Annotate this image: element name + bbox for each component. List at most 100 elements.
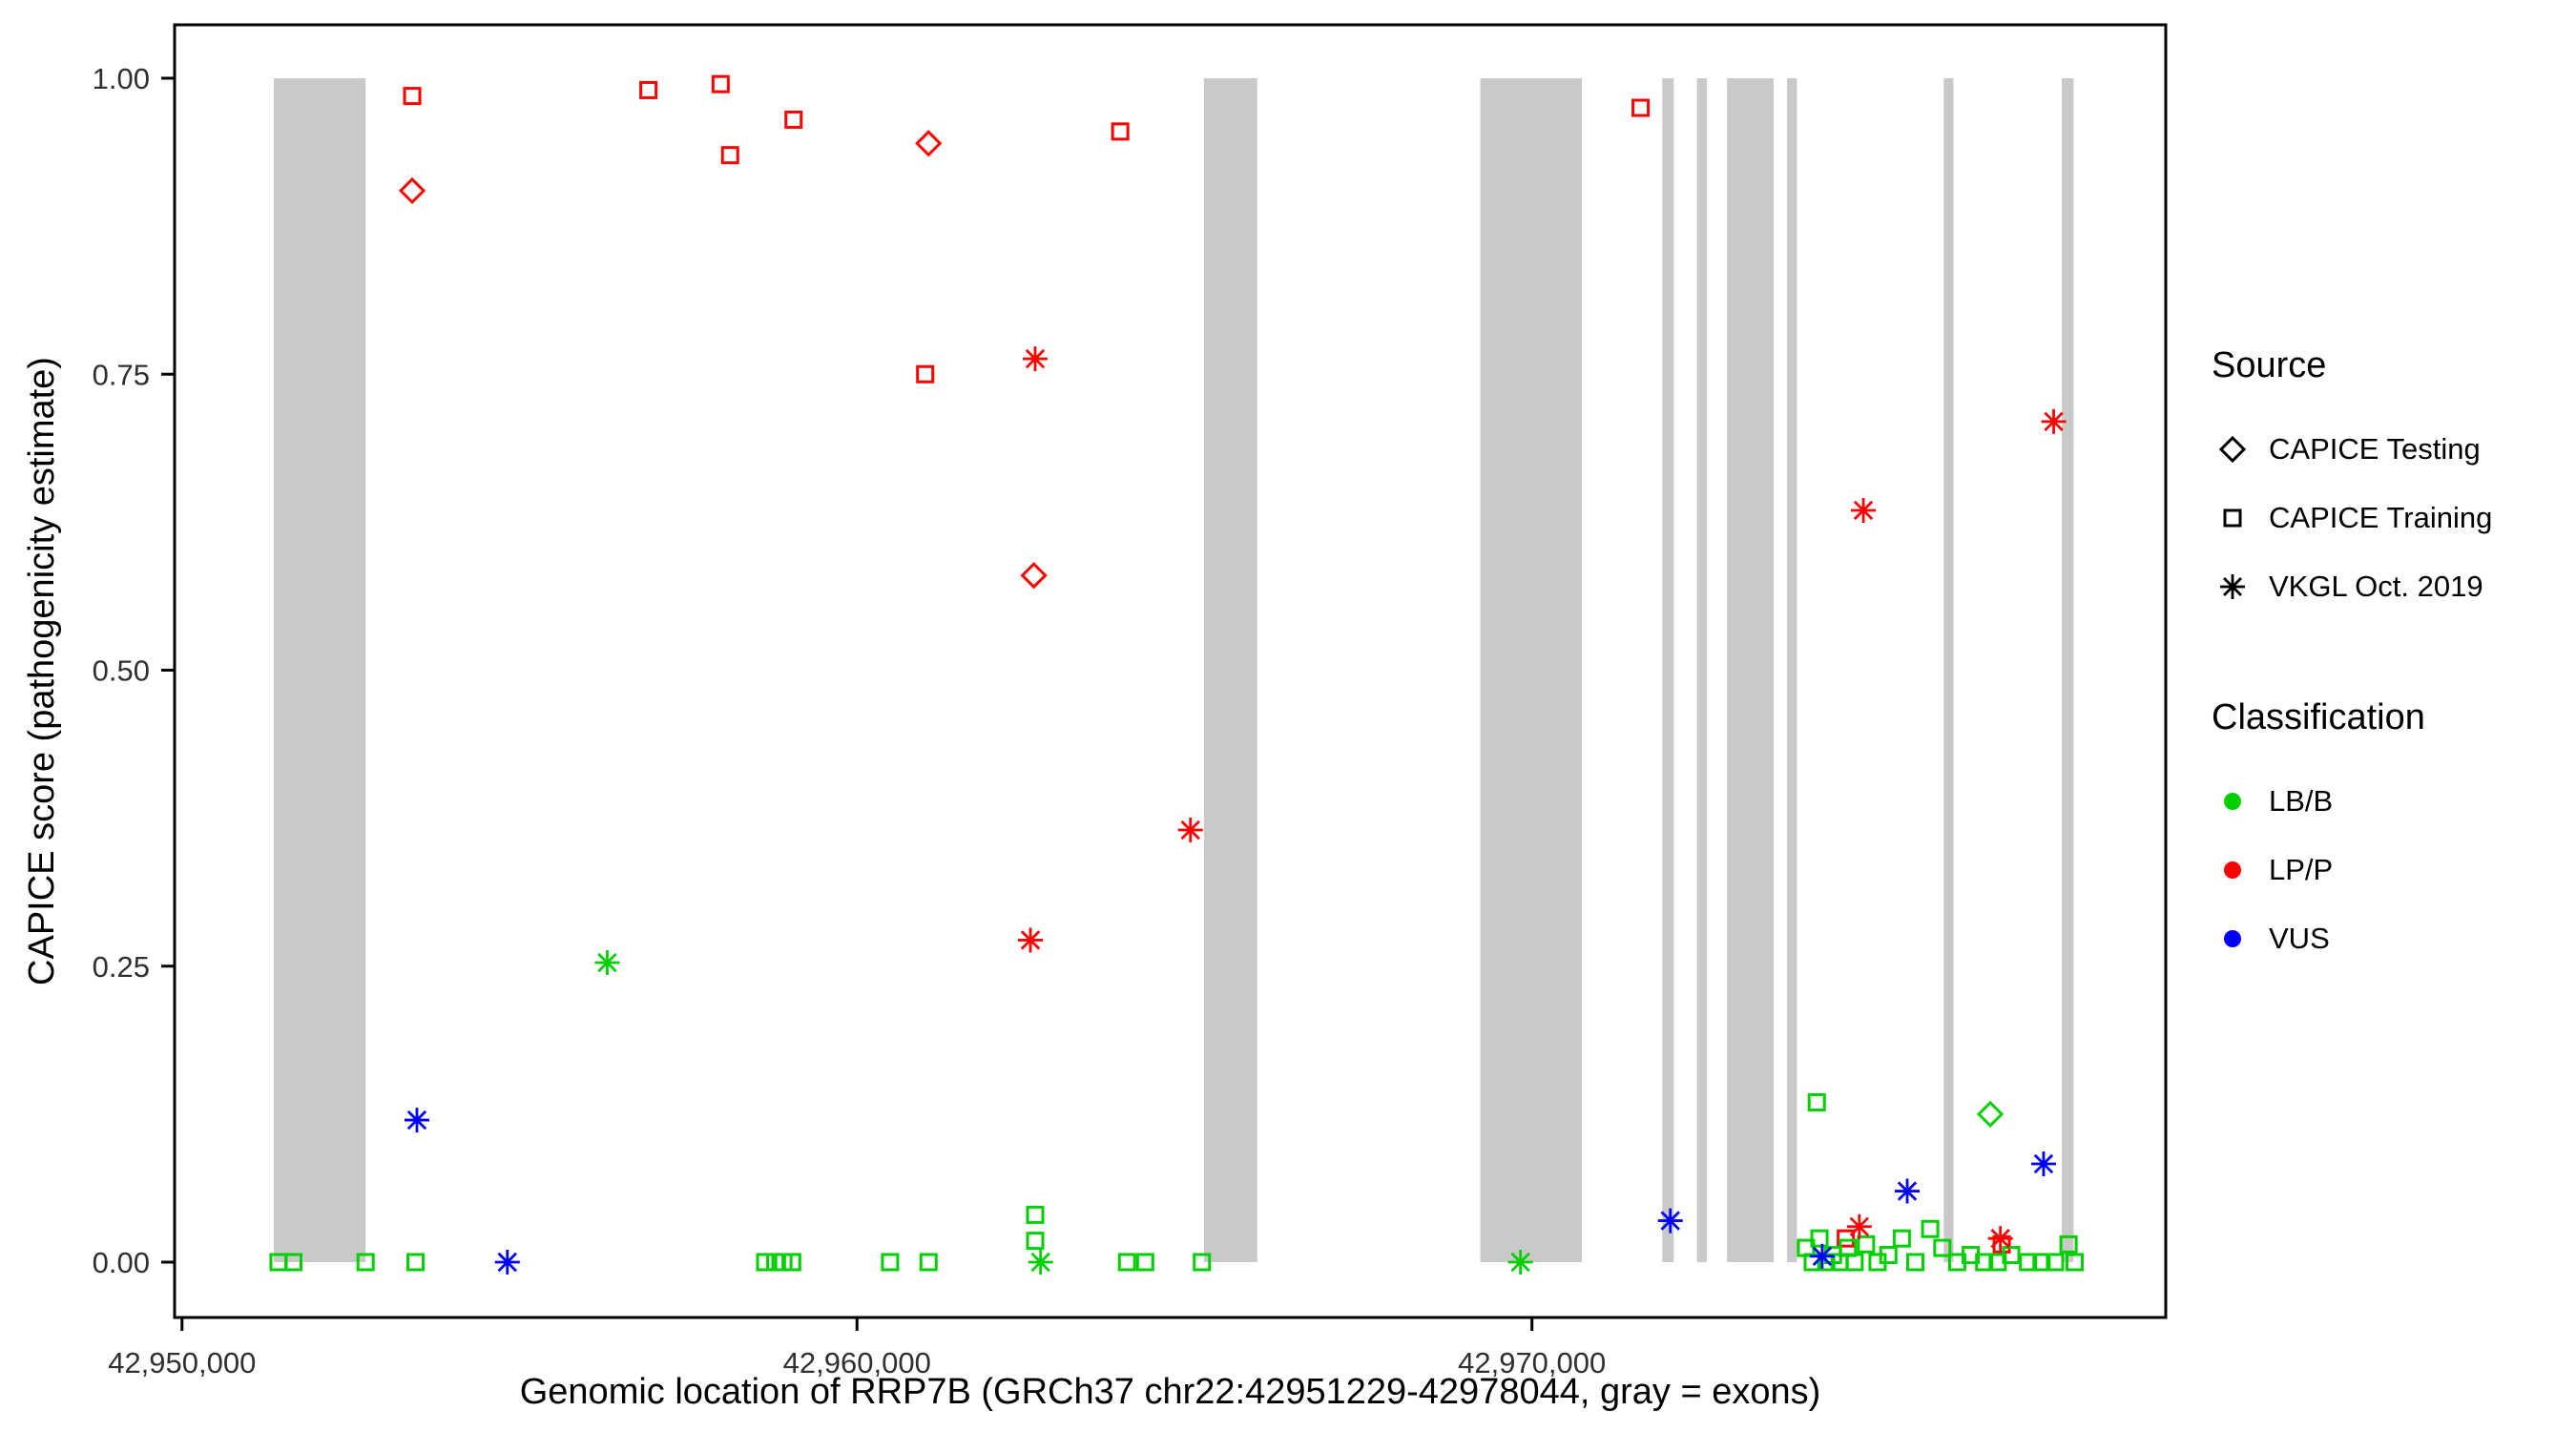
exon-band (1696, 78, 1707, 1262)
point-vkgl-oct-2019-lb-b (1028, 1250, 1053, 1275)
point-capice-training-lb-b (1933, 1238, 1952, 1257)
dot-icon (2212, 918, 2254, 960)
legend-item-capice-testing: CAPICE Testing (2212, 415, 2492, 484)
point-capice-training-lb-b (756, 1253, 775, 1272)
point-capice-training-lp-p (403, 87, 422, 106)
legend-item-vkgl-oct-2019: VKGL Oct. 2019 (2212, 552, 2492, 621)
point-capice-training-lb-b (1906, 1253, 1925, 1272)
point-capice-training-lb-b (356, 1253, 375, 1272)
point-capice-training-lb-b (782, 1253, 801, 1272)
asterisk-icon (2212, 566, 2254, 608)
point-capice-training-lb-b (919, 1253, 938, 1272)
point-capice-training-lp-p (720, 146, 739, 165)
point-vkgl-oct-2019-vus (404, 1108, 429, 1133)
point-capice-training-lb-b (1807, 1092, 1826, 1111)
exon-band (1943, 78, 1954, 1262)
legend-group-classification: Classification LB/B LP/P VUS (2212, 697, 2492, 973)
exon-band (1480, 78, 1583, 1262)
y-axis-tick-label: 1.00 (93, 62, 150, 95)
square-icon (2212, 497, 2254, 539)
point-capice-training-lb-b (2019, 1253, 2038, 1272)
point-capice-training-lb-b (1026, 1205, 1045, 1224)
exon-band (2062, 78, 2074, 1262)
point-vkgl-oct-2019-lp-p (1846, 1213, 1872, 1239)
point-capice-training-lb-b (2059, 1234, 2078, 1254)
point-vkgl-oct-2019-lp-p (2041, 408, 2067, 434)
legend-item-label: LB/B (2269, 784, 2334, 818)
point-vkgl-oct-2019-lp-p (1177, 818, 1203, 843)
point-capice-training-lb-b (406, 1253, 426, 1272)
dot-icon (2212, 780, 2254, 822)
point-vkgl-oct-2019-lb-b (594, 950, 620, 976)
legend-title-source: Source (2212, 345, 2327, 385)
point-capice-testing-lp-p (915, 130, 943, 157)
y-axis-tick-label: 0.00 (93, 1246, 150, 1279)
point-capice-training-lb-b (1857, 1234, 1876, 1254)
x-axis-title: Genomic location of RRP7B (GRCh37 chr22:… (519, 1372, 1821, 1412)
y-axis-tick-label: 0.50 (93, 654, 150, 688)
point-capice-training-lb-b (1135, 1253, 1154, 1272)
point-capice-training-lb-b (1026, 1232, 1045, 1251)
legend: Source CAPICE Testing CAPICE Training VKGL… (2212, 345, 2492, 973)
point-vkgl-oct-2019-vus (1657, 1208, 1683, 1234)
y-axis-title: CAPICE score (pathogenicity estimate) (22, 357, 62, 985)
point-vkgl-oct-2019-lp-p (1987, 1226, 2013, 1252)
point-capice-training-lb-b (1879, 1246, 1898, 1265)
point-capice-training-lb-b (1975, 1253, 1994, 1272)
legend-item-label: VKGL Oct. 2019 (2269, 570, 2483, 603)
point-capice-training-lp-p (639, 80, 658, 99)
legend-item-label: CAPICE Training (2269, 501, 2493, 534)
dot-icon (2212, 849, 2254, 891)
point-capice-training-lb-b (1803, 1253, 1822, 1272)
legend-item-capice-training: CAPICE Training (2212, 484, 2492, 552)
point-vkgl-oct-2019-lp-p (1851, 497, 1877, 523)
point-capice-training-lb-b (2065, 1253, 2084, 1272)
y-axis-tick-label: 0.25 (93, 950, 150, 984)
x-axis-tick-label: 42,950,000 (108, 1346, 256, 1379)
point-capice-training-lp-p (916, 364, 935, 384)
point-capice-training-lb-b (1810, 1229, 1829, 1248)
point-vkgl-oct-2019-vus (1809, 1243, 1835, 1269)
exon-band (1727, 78, 1774, 1262)
point-vkgl-oct-2019-vus (494, 1250, 520, 1275)
point-capice-training-lb-b (1921, 1219, 1940, 1238)
diamond-icon (2212, 428, 2254, 470)
point-capice-training-lb-b (1193, 1253, 1212, 1272)
exon-band (273, 78, 366, 1262)
point-capice-training-lb-b (284, 1253, 303, 1272)
point-capice-training-lp-p (1631, 98, 1651, 117)
x-axis-tick-label: 42,970,000 (1458, 1346, 1606, 1379)
point-capice-training-lb-b (2002, 1246, 2021, 1265)
point-vkgl-oct-2019-lp-p (1023, 346, 1049, 372)
point-capice-training-lp-p (711, 74, 730, 93)
legend-item-label: CAPICE Testing (2269, 432, 2481, 466)
point-vkgl-oct-2019-lp-p (1018, 927, 1044, 953)
exon-band (1662, 78, 1674, 1262)
point-capice-training-lb-b (881, 1253, 900, 1272)
legend-classification-items: LB/B LP/P VUS (2212, 767, 2492, 973)
y-axis-tick-label: 0.75 (93, 358, 150, 391)
point-capice-testing-lb-b (1976, 1100, 2005, 1129)
point-capice-training-lb-b (2046, 1253, 2065, 1272)
point-capice-training-lb-b (1845, 1253, 1864, 1272)
panel-border (173, 23, 2168, 1319)
legend-item-lb-b: LB/B (2212, 767, 2492, 836)
legend-item-label: VUS (2269, 922, 2330, 955)
point-vkgl-oct-2019-lb-b (1507, 1250, 1533, 1275)
legend-title-classification: Classification (2212, 697, 2425, 737)
legend-item-lp-p: LP/P (2212, 836, 2492, 904)
exon-band (1787, 78, 1797, 1262)
legend-item-vus: VUS (2212, 904, 2492, 973)
legend-source-items: CAPICE Testing CAPICE Training VKGL Oct. 2… (2212, 415, 2492, 621)
point-capice-training-lp-p (1837, 1229, 1856, 1248)
point-capice-testing-lp-p (1020, 562, 1048, 590)
point-vkgl-oct-2019-vus (1895, 1178, 1921, 1204)
point-capice-testing-lp-p (398, 176, 426, 205)
point-capice-training-lp-p (1111, 122, 1130, 141)
exon-band (1203, 78, 1257, 1262)
point-capice-training-lp-p (784, 110, 803, 129)
point-capice-training-lb-b (2032, 1253, 2051, 1272)
point-vkgl-oct-2019-vus (2030, 1151, 2056, 1176)
x-axis-tick-label: 42,960,000 (783, 1346, 931, 1379)
